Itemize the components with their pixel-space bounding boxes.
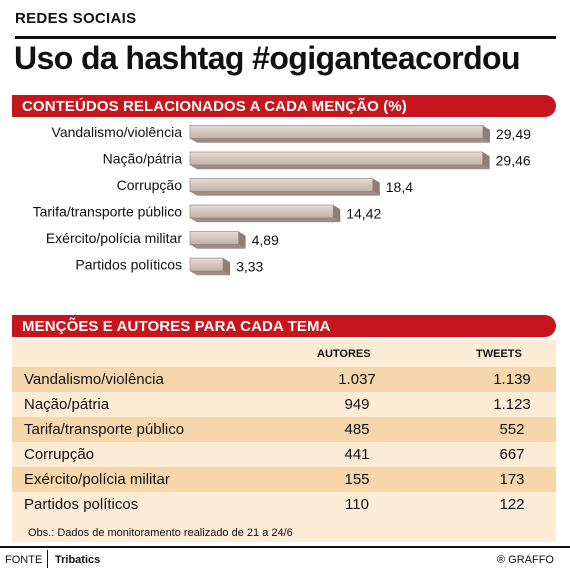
bar <box>189 178 374 192</box>
source-label: FONTE <box>5 554 43 566</box>
table-row: Nação/pátria 949 1.123 <box>12 392 556 417</box>
row-authors: 949 <box>344 396 370 413</box>
row-label: Vandalismo/violência <box>24 371 164 388</box>
column-header-tweets: TWEETS <box>476 348 522 360</box>
value-label: 4,89 <box>252 232 279 248</box>
bar-shadow <box>190 138 490 143</box>
table-row: Vandalismo/violência 1.037 1.139 <box>12 367 556 392</box>
kicker: REDES SOCIAIS <box>15 10 137 27</box>
row-tweets: 1.123 <box>493 396 531 413</box>
table-row: Partidos políticos 110 122 <box>12 492 556 517</box>
footer-divider <box>47 550 48 568</box>
value-label: 3,33 <box>236 259 263 275</box>
category-label: Vandalismo/violência <box>52 124 183 140</box>
table-row: Tarifa/transporte público 485 552 <box>12 417 556 442</box>
section-header-table: MENÇÕES E AUTORES PARA CADA TEMA <box>12 315 556 337</box>
bar-side <box>482 152 490 170</box>
row-label: Partidos políticos <box>24 496 139 513</box>
row-label: Corrupção <box>24 446 95 463</box>
table-note: Obs.: Dados de monitoramento realizado d… <box>28 527 293 539</box>
value-label: 14,42 <box>346 206 381 222</box>
source-name: Tribatics <box>55 554 101 566</box>
category-label: Corrupção <box>117 177 183 193</box>
bar <box>189 231 239 245</box>
section-title: MENÇÕES E AUTORES PARA CADA TEMA <box>22 318 331 335</box>
bar-shadow <box>190 271 231 276</box>
row-authors: 110 <box>345 496 369 513</box>
value-label: 29,46 <box>496 153 531 169</box>
category-label: Partidos políticos <box>75 257 182 273</box>
row-tweets: 667 <box>499 446 525 463</box>
row-tweets: 122 <box>499 496 525 513</box>
table-row: Corrupção 441 667 <box>12 442 556 467</box>
bar-shadow <box>190 218 341 223</box>
row-authors: 155 <box>344 471 370 488</box>
table-row: Exército/polícia militar 155 173 <box>12 467 556 492</box>
row-authors: 1.037 <box>338 371 376 388</box>
row-tweets: 173 <box>499 471 525 488</box>
footer-rule <box>0 546 570 548</box>
section-title: CONTEÚDOS RELACIONADOS A CADA MENÇÃO (%) <box>22 98 407 115</box>
bar-side <box>223 258 231 276</box>
page-title: Uso da hashtag #ogiganteacordou <box>14 40 521 76</box>
bar-shadow <box>190 165 490 170</box>
row-authors: 485 <box>344 421 370 438</box>
bar-side <box>333 205 341 223</box>
value-label: 18,4 <box>386 179 413 195</box>
bar-side <box>482 125 490 143</box>
category-label: Exército/polícia militar <box>46 230 182 246</box>
row-label: Exército/polícia militar <box>24 471 170 488</box>
column-header-authors: AUTORES <box>317 348 371 360</box>
bar-chart: Vandalismo/violência 29,49 Nação/pátria 29,… <box>33 124 531 276</box>
category-label: Nação/pátria <box>103 151 183 167</box>
row-label: Nação/pátria <box>24 396 110 413</box>
value-label: 29,49 <box>496 126 531 142</box>
section-header-bg <box>12 95 556 117</box>
bar <box>189 151 483 166</box>
section-header-chart: CONTEÚDOS RELACIONADOS A CADA MENÇÃO (%) <box>12 95 556 117</box>
footer: FONTE Tribatics ® GRAFFO <box>0 546 570 572</box>
category-label: Tarifa/transporte público <box>33 204 183 220</box>
bar-side <box>238 231 246 249</box>
row-label: Tarifa/transporte público <box>24 421 185 438</box>
bar <box>189 257 224 272</box>
bar <box>189 204 334 219</box>
row-tweets: 1.139 <box>493 371 531 388</box>
bar-shadow <box>190 191 380 196</box>
row-authors: 441 <box>344 446 370 463</box>
bar-shadow <box>190 244 246 249</box>
bar-side <box>372 178 380 196</box>
row-tweets: 552 <box>499 421 525 438</box>
bar <box>189 125 484 139</box>
credit: ® GRAFFO <box>497 554 554 566</box>
section-header-bg <box>12 315 556 337</box>
top-rule <box>15 36 556 39</box>
